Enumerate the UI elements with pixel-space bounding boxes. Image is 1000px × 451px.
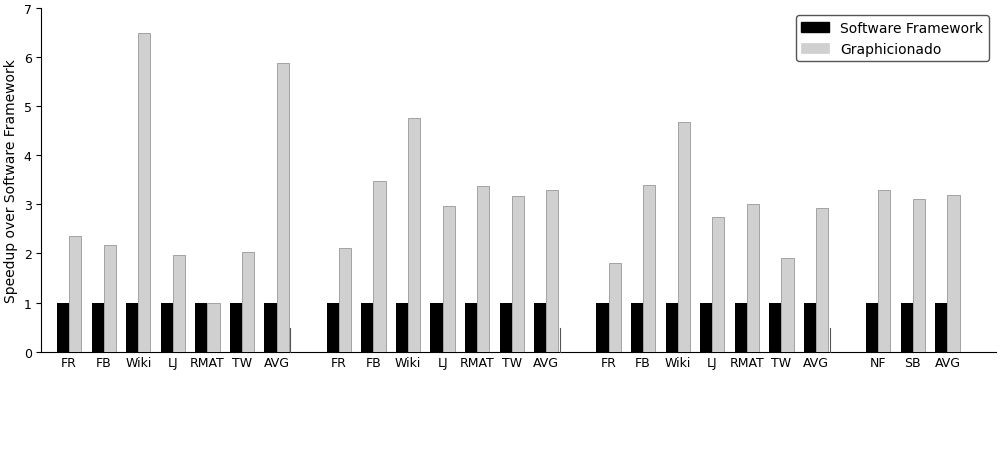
Bar xyxy=(430,303,443,352)
Bar xyxy=(173,255,185,352)
Bar xyxy=(866,303,878,352)
Bar xyxy=(57,303,69,352)
Bar xyxy=(207,303,220,352)
Bar xyxy=(327,303,339,352)
Bar xyxy=(500,303,512,352)
Bar xyxy=(804,303,816,352)
Bar xyxy=(631,303,643,352)
Bar xyxy=(643,185,655,352)
Bar xyxy=(878,190,890,352)
Bar xyxy=(477,187,489,352)
Bar xyxy=(195,303,207,352)
Bar xyxy=(69,237,81,352)
Bar xyxy=(609,264,621,352)
Y-axis label: Speedup over Software Framework: Speedup over Software Framework xyxy=(4,59,18,302)
Bar xyxy=(339,248,351,352)
Bar xyxy=(700,303,712,352)
Bar xyxy=(678,123,690,352)
Bar xyxy=(596,303,609,352)
Bar xyxy=(138,34,150,352)
Bar xyxy=(735,303,747,352)
Bar xyxy=(92,303,104,352)
Bar xyxy=(666,303,678,352)
Bar xyxy=(242,253,254,352)
Legend: Software Framework, Graphicionado: Software Framework, Graphicionado xyxy=(796,16,989,62)
Bar xyxy=(913,200,925,352)
Bar xyxy=(947,195,960,352)
Bar xyxy=(443,207,455,352)
Bar xyxy=(465,303,477,352)
Bar xyxy=(712,217,724,352)
Bar xyxy=(546,190,558,352)
Bar xyxy=(512,196,524,352)
Bar xyxy=(408,118,420,352)
Bar xyxy=(126,303,138,352)
Bar xyxy=(277,64,289,352)
Bar xyxy=(781,259,794,352)
Bar xyxy=(816,208,828,352)
Bar xyxy=(161,303,173,352)
Bar xyxy=(769,303,781,352)
Bar xyxy=(747,205,759,352)
Bar xyxy=(361,303,373,352)
Bar xyxy=(396,303,408,352)
Bar xyxy=(901,303,913,352)
Bar xyxy=(264,303,277,352)
Bar xyxy=(534,303,546,352)
Bar xyxy=(935,303,947,352)
Bar xyxy=(230,303,242,352)
Bar xyxy=(373,181,386,352)
Bar xyxy=(104,245,116,352)
